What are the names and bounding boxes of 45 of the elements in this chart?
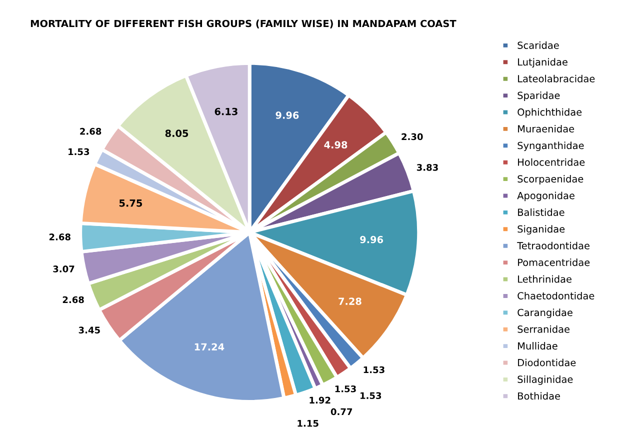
data-label: 1.53 bbox=[335, 385, 356, 392]
data-label: 3.45 bbox=[78, 326, 100, 334]
legend-label: Tetraodontidae bbox=[517, 242, 590, 250]
data-label: 2.30 bbox=[402, 133, 423, 140]
data-label: 2.68 bbox=[80, 128, 102, 135]
legend-label: Lateolabracidae bbox=[518, 74, 595, 82]
data-label: 8.05 bbox=[165, 130, 188, 137]
data-label: 0.77 bbox=[330, 408, 352, 416]
legend-label: Muraenidae bbox=[518, 124, 574, 132]
data-label: 5.75 bbox=[119, 200, 142, 207]
legend-label: Siganidae bbox=[518, 225, 565, 235]
legend-label: Diodontidae bbox=[518, 358, 576, 366]
legend-label: Scaridae bbox=[518, 41, 559, 49]
data-label: 2.68 bbox=[49, 234, 70, 240]
data-label: 1.15 bbox=[298, 420, 318, 427]
legend-label: Scorpaenidae bbox=[518, 175, 584, 184]
legend-label: Bothidae bbox=[518, 392, 560, 400]
legend-label: Synganthidae bbox=[518, 142, 584, 152]
data-label: 1.53 bbox=[68, 148, 90, 156]
legend-label: Sillaginidae bbox=[518, 375, 573, 385]
data-label: 1.92 bbox=[310, 396, 330, 404]
data-label: 9.96 bbox=[360, 236, 384, 244]
legend-label: Pomacentridae bbox=[518, 258, 590, 266]
legend-label: Ophichthidae bbox=[518, 108, 582, 118]
data-label: 1.53 bbox=[364, 366, 384, 374]
legend-label: Lethrinidae bbox=[518, 275, 572, 283]
legend-label: Sparidae bbox=[518, 92, 560, 101]
legend-label: Lutjanidae bbox=[518, 58, 568, 68]
data-label: 4.98 bbox=[324, 141, 348, 148]
legend-label: Balistidae bbox=[518, 208, 564, 216]
legend-label: Apogonidae bbox=[517, 192, 574, 202]
data-label: 9.96 bbox=[276, 112, 299, 119]
legend-label: Holocentridae bbox=[518, 158, 585, 166]
data-label: 7.28 bbox=[338, 298, 362, 305]
chart-title: MORTALITY OF DIFFERENT FISH GROUPS (FAMILY WISE) IN MANDAPAM COAST bbox=[30, 20, 456, 28]
data-label: 3.07 bbox=[53, 266, 74, 272]
data-label: 17.24 bbox=[194, 343, 224, 350]
data-label: 2.68 bbox=[62, 296, 84, 304]
legend-label: Mullidae bbox=[518, 342, 558, 350]
legend-label: Carangidae bbox=[518, 308, 572, 318]
data-label: 1.53 bbox=[360, 392, 382, 400]
legend-label: Chaetodontidae bbox=[518, 292, 594, 300]
data-label: 3.83 bbox=[416, 164, 438, 171]
data-label: 6.13 bbox=[214, 108, 238, 116]
legend-label: Serranidae bbox=[518, 325, 570, 333]
